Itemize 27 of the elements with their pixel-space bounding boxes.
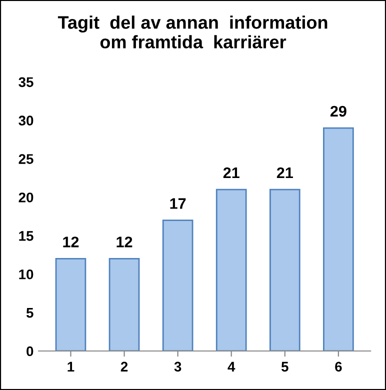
y-tick-label: 10 [19,269,34,280]
data-label: 17 [170,198,186,209]
y-tick-label: 35 [18,77,34,88]
chart-title: Tagit del av annan information om framtida karriärer [58,16,328,48]
x-tick-label: 3 [174,362,182,372]
x-tick-label: 5 [281,362,288,372]
bar [162,220,194,351]
y-tick-label: 30 [18,116,34,126]
bar [216,188,247,351]
x-tick-label: 6 [335,362,342,372]
bar [108,258,140,351]
y-tick-label: 15 [19,231,34,241]
data-label: 12 [63,236,79,248]
y-tick-label: 5 [26,308,34,318]
x-tick-label: 4 [228,362,236,372]
bar [323,127,354,351]
bar [55,258,86,351]
x-tick-label: 2 [120,362,128,372]
data-label: 21 [223,167,240,178]
data-label: 29 [330,106,346,117]
y-tick-label: 25 [18,154,34,164]
x-tick-label: 1 [68,362,74,372]
data-label: 12 [116,236,132,248]
bar [269,188,300,351]
y-tick-label: 20 [18,192,34,202]
y-tick-label: 0 [26,346,34,356]
data-label: 21 [276,167,293,178]
